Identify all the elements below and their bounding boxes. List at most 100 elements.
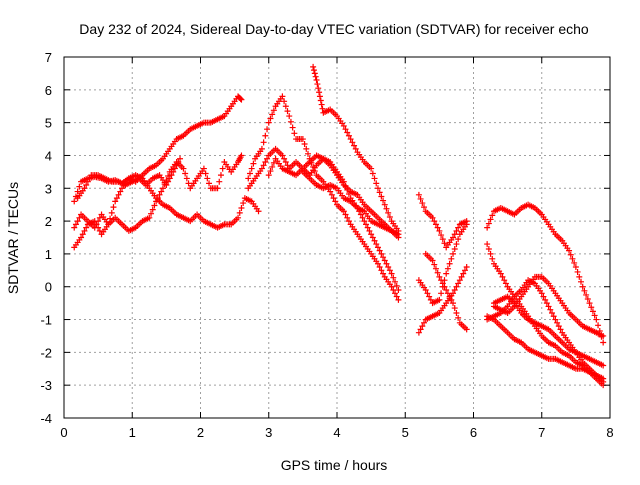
data-point-s11	[450, 290, 457, 297]
data-point-s18	[543, 300, 550, 307]
data-point-s5	[284, 162, 291, 169]
data-point-s11	[455, 280, 462, 287]
data-point-s14	[499, 273, 506, 280]
data-point-s1	[110, 204, 117, 211]
data-point-s2	[217, 172, 224, 179]
data-point-s9	[441, 240, 448, 247]
data-point-s18	[545, 303, 552, 310]
data-point-s9	[432, 221, 439, 228]
data-point-s7	[385, 209, 392, 216]
data-point-s6	[265, 172, 272, 179]
data-point-s10	[444, 290, 451, 297]
y-tick-label: 0	[45, 280, 52, 295]
data-point-s11	[460, 270, 467, 277]
data-point-s9	[453, 227, 460, 234]
data-point-s4	[345, 218, 352, 225]
data-point-s4	[282, 103, 289, 110]
data-point-s0	[74, 188, 81, 195]
data-point-s4	[392, 290, 399, 297]
data-point-s5	[371, 237, 378, 244]
data-point-s7	[378, 193, 385, 200]
data-point-s4	[393, 293, 400, 300]
data-point-s11	[461, 267, 468, 274]
data-point-s17	[600, 362, 607, 369]
data-point-s10	[429, 257, 436, 264]
data-point-s18	[542, 296, 549, 303]
data-point-s12	[439, 283, 446, 290]
data-point-s4	[376, 264, 383, 271]
data-point-s11	[463, 264, 470, 271]
data-point-s2	[78, 234, 85, 241]
data-point-s10	[451, 305, 458, 312]
data-point-s2	[200, 165, 207, 172]
data-point-s13	[487, 216, 494, 223]
data-point-s4	[390, 287, 397, 294]
data-point-s7	[311, 70, 318, 77]
data-point-s18	[547, 306, 554, 313]
y-tick-label: 7	[45, 50, 52, 65]
data-point-s2	[93, 221, 100, 228]
data-point-s11	[421, 319, 428, 326]
data-point-s18	[540, 293, 547, 300]
data-point-s14	[485, 245, 492, 252]
x-tick-label: 5	[402, 425, 409, 440]
data-point-s5	[395, 287, 402, 294]
data-point-s3	[86, 175, 93, 182]
data-point-s1	[112, 198, 119, 205]
data-point-s2	[159, 185, 166, 192]
data-point-s11	[419, 323, 426, 330]
data-point-s4	[332, 198, 339, 205]
data-point-s7	[373, 180, 380, 187]
data-point-s5	[376, 247, 383, 254]
data-point-s0	[71, 198, 78, 205]
x-tick-label: 2	[197, 425, 204, 440]
data-point-s7	[369, 170, 376, 177]
data-point-s5	[383, 260, 390, 267]
data-point-s12	[441, 277, 448, 284]
data-point-s4	[304, 150, 311, 157]
data-point-s5	[393, 282, 400, 289]
data-point-s4	[260, 139, 267, 146]
data-point-s3	[177, 155, 184, 162]
y-tick-label: 1	[45, 247, 52, 262]
data-point-s2	[83, 224, 90, 231]
data-point-s7	[347, 136, 354, 143]
data-point-s2	[146, 214, 153, 221]
data-point-s13	[600, 339, 607, 346]
data-point-s4	[284, 108, 291, 115]
data-point-s7	[310, 63, 317, 70]
data-point-s2	[202, 170, 209, 177]
data-point-s2	[238, 152, 245, 159]
data-point-s2	[96, 227, 103, 234]
data-point-s0	[76, 183, 83, 190]
data-point-s7	[315, 85, 322, 92]
data-point-s6	[270, 159, 277, 166]
data-point-s4	[248, 165, 255, 172]
data-point-s14	[501, 277, 508, 284]
data-point-s7	[310, 67, 317, 74]
data-point-s10	[443, 287, 450, 294]
data-point-s3	[83, 181, 90, 188]
data-point-s1	[74, 218, 81, 225]
y-tick-label: 3	[45, 181, 52, 196]
data-point-s9	[451, 231, 458, 238]
data-point-s5	[378, 250, 385, 257]
data-point-s9	[438, 232, 445, 239]
data-point-s7	[380, 197, 387, 204]
data-point-s9	[417, 195, 424, 202]
data-point-s13	[567, 251, 574, 258]
data-point-s10	[455, 314, 462, 321]
data-point-s10	[431, 261, 438, 268]
data-point-s13	[584, 296, 591, 303]
data-point-s1	[72, 221, 79, 228]
data-point-s2	[182, 170, 189, 177]
data-point-s0	[238, 96, 245, 103]
data-point-s12	[444, 265, 451, 272]
data-point-s4	[342, 211, 349, 218]
data-point-s11	[451, 287, 458, 294]
data-point-s4	[328, 191, 335, 198]
data-point-s4	[378, 267, 385, 274]
data-point-s6	[269, 163, 276, 170]
data-point-s1	[236, 209, 243, 216]
data-point-s4	[301, 140, 308, 147]
